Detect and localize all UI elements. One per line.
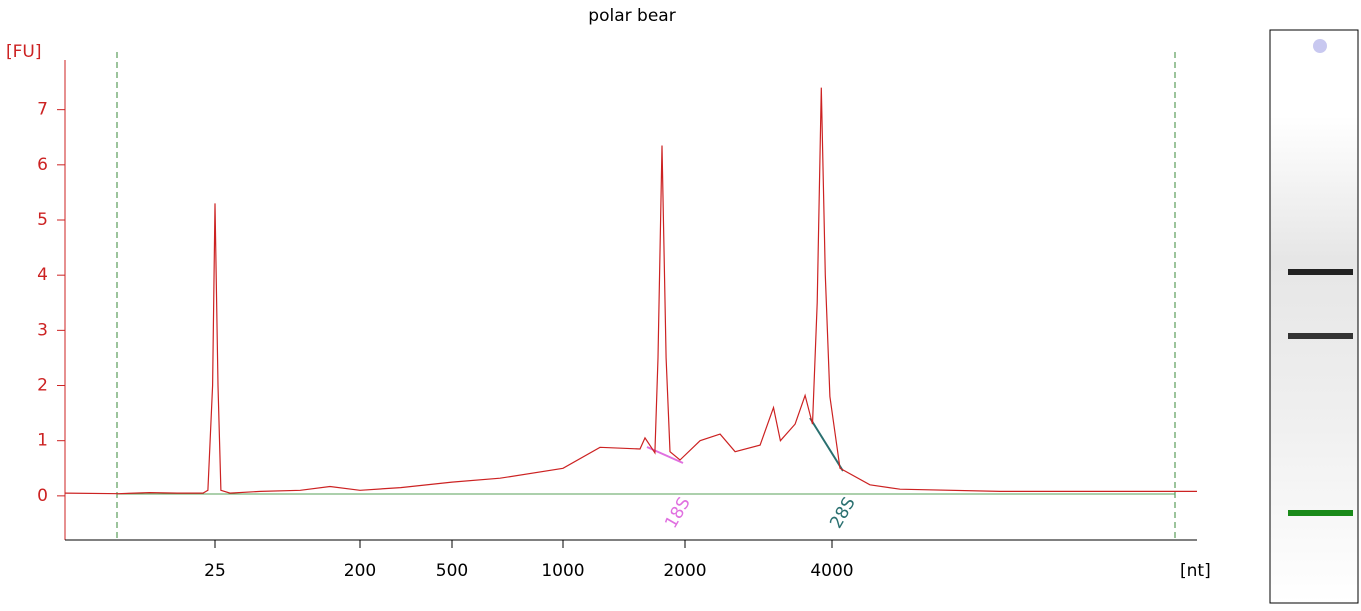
y-tick-label: 2 — [37, 376, 48, 396]
y-tick-label: 7 — [37, 100, 48, 120]
y-tick-label: 6 — [37, 155, 48, 175]
x-tick-label: 25 — [204, 561, 226, 581]
x-tick-label: 4000 — [810, 561, 853, 581]
annotation: 28S — [826, 494, 860, 532]
gel-frame — [1269, 29, 1359, 604]
y-tick-label: 5 — [37, 210, 48, 230]
gel-marker — [1313, 39, 1327, 53]
peak-28s-baseline — [809, 417, 844, 472]
trace — [64, 87, 1197, 495]
x-tick-label: 2000 — [663, 561, 706, 581]
chart-title: polar bear — [588, 6, 675, 26]
annotation: 18S — [661, 494, 695, 532]
x-axis-label: [nt] — [1180, 561, 1211, 581]
x-tick-label: 500 — [436, 561, 468, 581]
y-tick-label: 1 — [37, 431, 48, 451]
gel-lane — [1269, 29, 1359, 604]
x-tick-label: 1000 — [541, 561, 584, 581]
gel-band — [1288, 333, 1353, 339]
y-tick-label: 3 — [37, 320, 48, 340]
gel-band — [1288, 269, 1353, 275]
y-tick-label: 0 — [37, 486, 48, 506]
y-tick-label: 4 — [37, 265, 48, 285]
x-tick-label: 200 — [344, 561, 376, 581]
y-axis-label: [FU] — [6, 42, 42, 62]
gel-band — [1288, 510, 1353, 516]
